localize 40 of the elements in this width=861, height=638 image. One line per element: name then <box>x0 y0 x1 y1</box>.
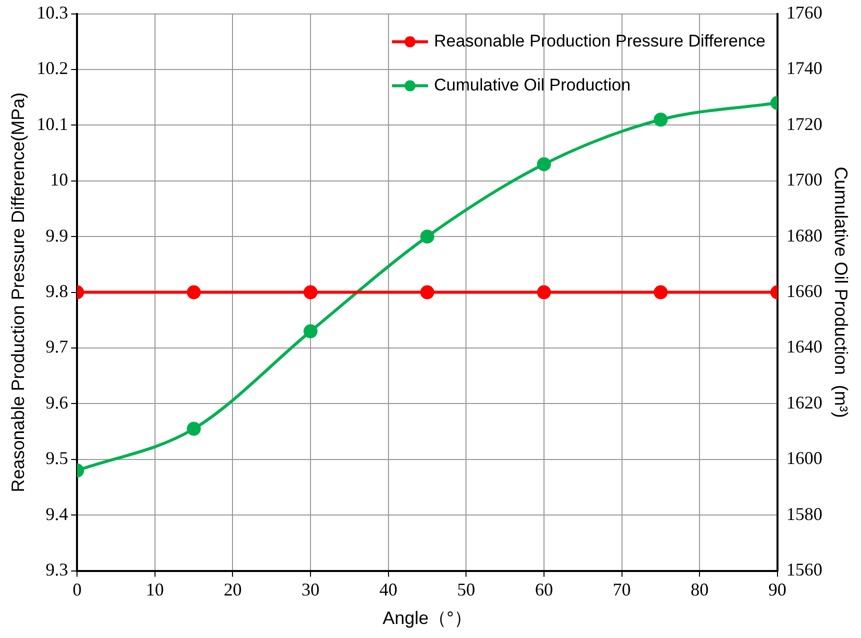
y-tick-label: 10.1 <box>36 114 68 134</box>
y-tick-label: 9.9 <box>46 225 68 246</box>
y2-tick-label: 1620 <box>786 392 822 412</box>
y2-tick-label: 1560 <box>786 560 822 580</box>
y-tick-label: 9.3 <box>46 560 68 580</box>
y-tick-label: 10 <box>50 170 68 190</box>
y2-tick-label: 1700 <box>786 170 822 190</box>
y2-tick-label: 1640 <box>786 336 822 357</box>
y-axis-title: Reasonable Production Pressure Difference(MPa) <box>8 92 28 492</box>
point <box>536 157 551 172</box>
x-tick-label: 30 <box>302 579 320 600</box>
y-tick-label: 9.8 <box>46 281 68 302</box>
point <box>304 324 318 338</box>
y2-axis-title: Cumulative Oil Production (m³) <box>831 166 852 418</box>
x-tick-label: 70 <box>612 579 631 600</box>
y2-tick-label: 1760 <box>786 2 822 23</box>
y2-tick-label: 1600 <box>786 448 822 468</box>
y-tick-label: 9.5 <box>46 448 68 468</box>
x-tick-label: 50 <box>457 579 476 600</box>
y-tick-label: 10.2 <box>36 58 68 78</box>
y-tick-label: 10.3 <box>36 2 68 23</box>
y2-tick-label: 1660 <box>786 281 822 302</box>
y2-tick-label: 1720 <box>786 114 822 134</box>
y2-tick-label: 1580 <box>786 504 822 524</box>
x-tick-label: 10 <box>146 579 164 600</box>
x-tick-label: 90 <box>768 579 786 600</box>
y2-tick-label: 1740 <box>786 58 822 78</box>
y-tick-label: 9.7 <box>46 336 68 357</box>
y-tick-label: 9.6 <box>46 392 68 412</box>
x-tick-label: 20 <box>224 579 242 600</box>
x-tick-label: 40 <box>379 579 398 600</box>
x-tick-label: 60 <box>534 579 553 600</box>
x-tick-label: 0 <box>72 579 82 600</box>
legend-label: Cumulative Oil Production <box>434 75 631 94</box>
x-axis-title: Angle（°） <box>382 608 472 628</box>
x-tick-label: 80 <box>690 579 709 600</box>
legend-label: Reasonable Production Pressure Difference <box>434 31 766 50</box>
point <box>420 230 434 244</box>
y2-tick-label: 1680 <box>786 225 822 246</box>
y-tick-label: 9.4 <box>46 504 68 524</box>
